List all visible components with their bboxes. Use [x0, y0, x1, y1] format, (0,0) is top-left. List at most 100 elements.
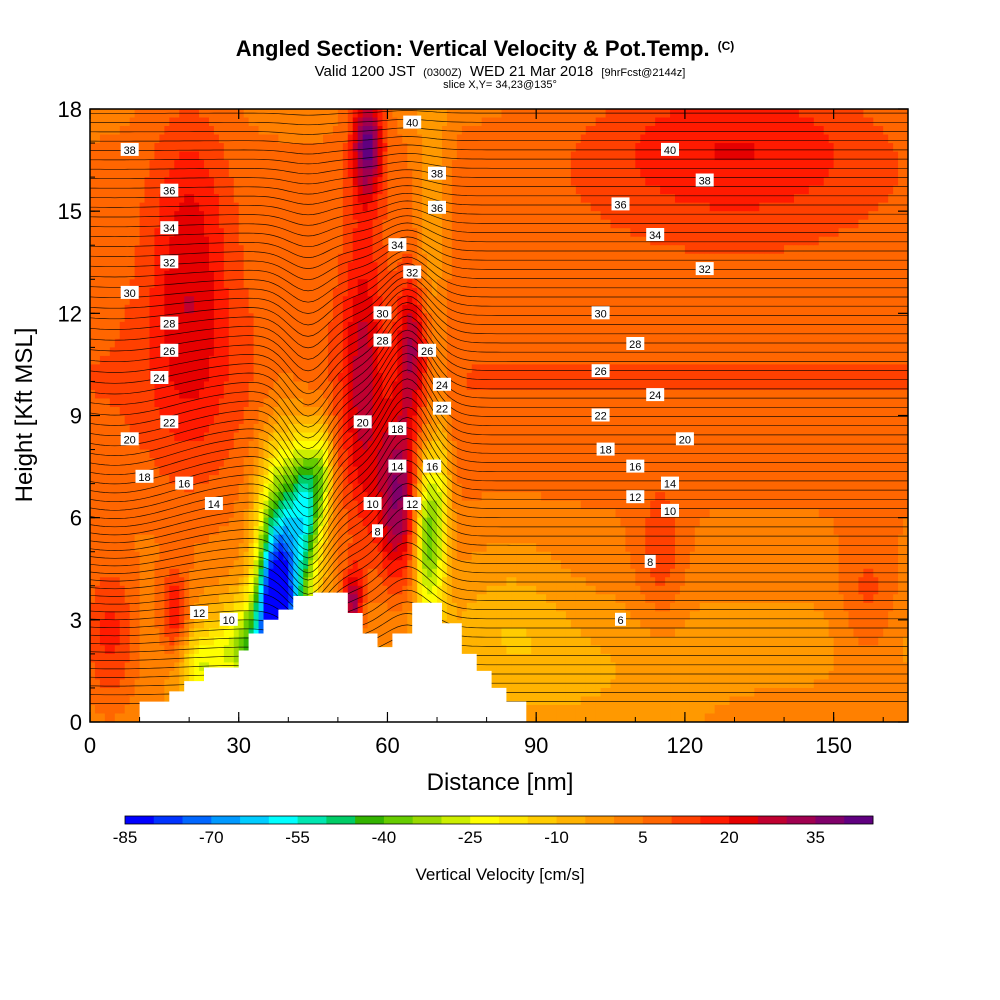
- field-cell: [159, 364, 165, 374]
- field-cell: [367, 347, 374, 357]
- field-cell: [189, 398, 195, 408]
- field-cell: [119, 466, 126, 476]
- field-cell: [268, 270, 275, 280]
- field-cell: [298, 109, 304, 119]
- field-cell: [318, 287, 324, 297]
- field-cell: [179, 185, 185, 195]
- field-cell: [323, 406, 329, 417]
- field-cell: [323, 517, 329, 527]
- field-cell: [303, 194, 309, 204]
- field-cell: [332, 236, 339, 246]
- field-cell: [104, 253, 111, 263]
- field-cell: [268, 466, 275, 476]
- field-cell: [218, 253, 225, 263]
- field-cell: [323, 500, 329, 510]
- field-cell: [422, 551, 428, 561]
- field-cell: [283, 168, 289, 178]
- field-cell: [114, 500, 121, 510]
- field-cell: [412, 364, 418, 374]
- field-cell: [422, 389, 428, 400]
- field-cell: [189, 492, 195, 502]
- field-cell: [258, 372, 265, 383]
- field-cell: [218, 602, 225, 612]
- field-cell: [352, 219, 359, 229]
- field-cell: [154, 670, 161, 681]
- field-cell: [283, 194, 289, 204]
- field-cell: [293, 424, 299, 434]
- field-cell: [134, 279, 141, 289]
- field-cell: [268, 177, 275, 187]
- field-cell: [422, 304, 428, 314]
- field-cell: [119, 134, 126, 144]
- field-cell: [154, 355, 161, 366]
- field-cell: [427, 355, 433, 366]
- field-cell: [184, 143, 190, 153]
- field-cell: [397, 602, 403, 612]
- field-cell: [412, 398, 418, 408]
- field-cell: [109, 509, 116, 519]
- field-cell: [293, 372, 299, 383]
- field-cell: [377, 449, 384, 459]
- field-cell: [422, 126, 428, 136]
- field-cell: [352, 185, 359, 195]
- field-cell: [233, 441, 240, 451]
- field-cell: [407, 551, 413, 561]
- field-cell: [397, 143, 403, 153]
- field-cell: [109, 619, 116, 629]
- field-cell: [313, 245, 319, 255]
- field-cell: [268, 543, 275, 553]
- field-cell: [154, 389, 161, 400]
- field-cell: [243, 177, 250, 187]
- field-cell: [382, 185, 389, 195]
- field-cell: [129, 117, 136, 127]
- field-cell: [144, 151, 151, 161]
- field-cell: [124, 449, 131, 459]
- field-cell: [90, 389, 96, 400]
- field-cell: [228, 168, 235, 178]
- field-cell: [362, 151, 369, 161]
- field-cell: [144, 330, 151, 340]
- field-cell: [154, 602, 161, 612]
- field-cell: [134, 372, 141, 383]
- field-cell: [94, 594, 101, 604]
- field-cell: [208, 543, 215, 553]
- field-cell: [228, 492, 235, 502]
- field-cell: [94, 296, 101, 306]
- field-cell: [417, 441, 423, 451]
- field-cell: [179, 134, 185, 144]
- field-cell: [233, 424, 240, 434]
- field-cell: [114, 526, 121, 536]
- field-cell: [94, 704, 101, 715]
- field-cell: [268, 577, 275, 587]
- field-cell: [288, 475, 294, 485]
- field-cell: [293, 236, 299, 246]
- field-cell: [258, 517, 265, 527]
- field-cell: [223, 449, 230, 459]
- field-cell: [357, 338, 364, 348]
- field-cell: [154, 517, 161, 527]
- field-cell: [114, 406, 121, 417]
- field-cell: [253, 245, 260, 255]
- field-cell: [342, 194, 349, 204]
- field-cell: [308, 543, 314, 553]
- field-cell: [189, 500, 195, 510]
- field-cell: [164, 645, 170, 655]
- field-cell: [204, 466, 210, 476]
- field-cell: [258, 466, 265, 476]
- field-cell: [238, 270, 245, 280]
- field-cell: [402, 594, 408, 604]
- field-cell: [213, 577, 220, 587]
- field-cell: [332, 134, 339, 144]
- field-cell: [144, 551, 151, 561]
- field-cell: [159, 134, 165, 144]
- field-cell: [243, 109, 250, 119]
- field-cell: [313, 211, 319, 221]
- field-cell: [357, 236, 364, 246]
- field-cell: [129, 653, 136, 663]
- field-cell: [412, 577, 418, 587]
- field-cell: [337, 168, 344, 178]
- field-cell: [258, 347, 265, 357]
- field-cell: [392, 355, 398, 366]
- field-cell: [273, 424, 279, 434]
- field-cell: [303, 585, 309, 595]
